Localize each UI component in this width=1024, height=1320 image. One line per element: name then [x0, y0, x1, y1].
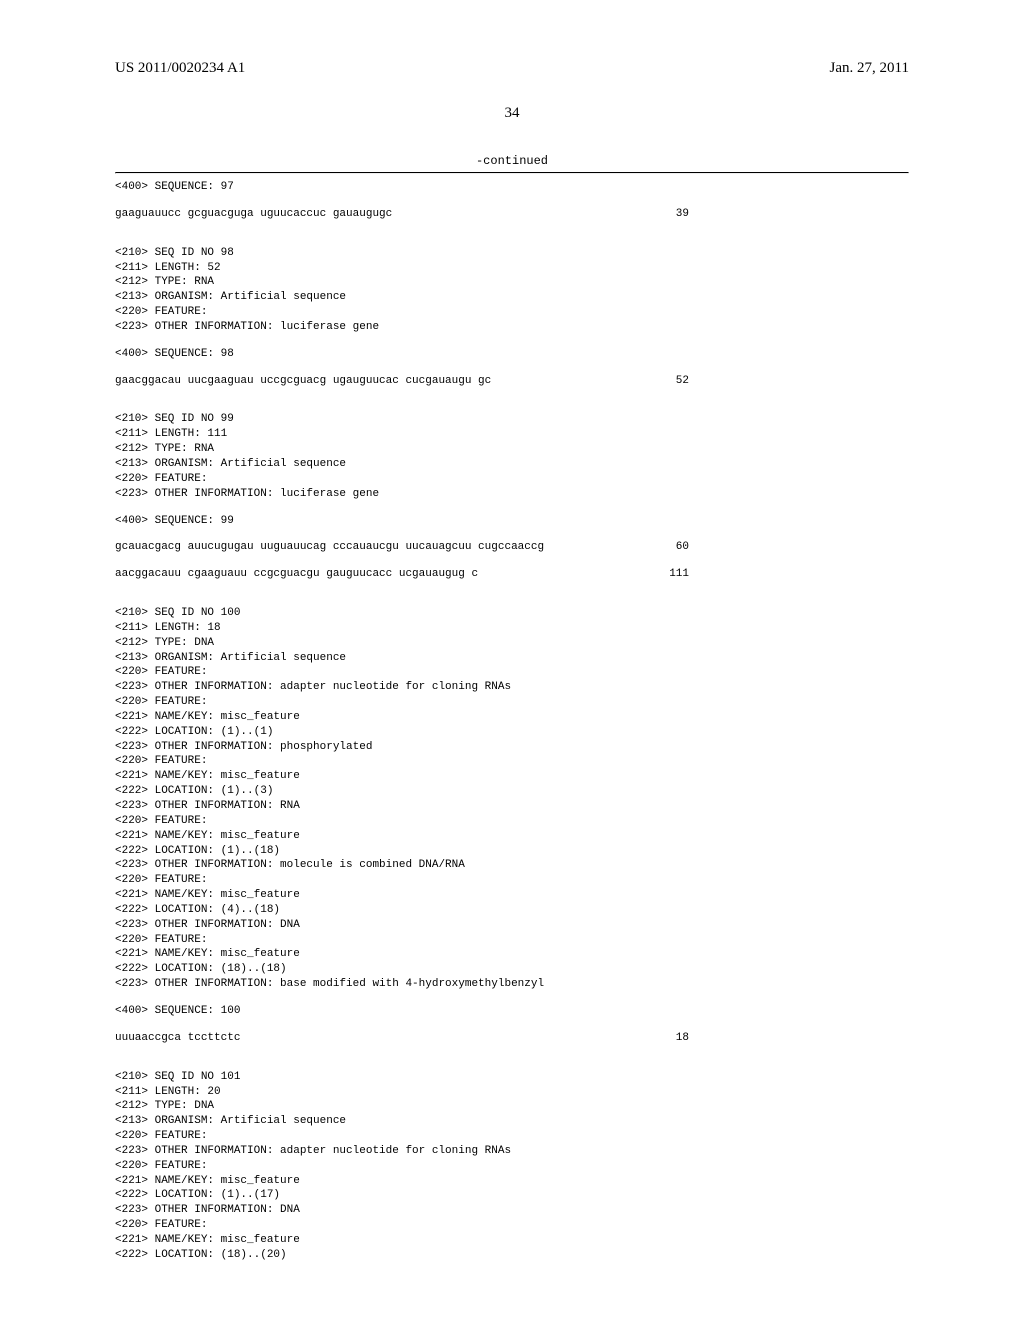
- listing-line: <223> OTHER INFORMATION: molecule is com…: [115, 858, 909, 873]
- listing-line: <223> OTHER INFORMATION: DNA: [115, 1203, 909, 1218]
- listing-line: <211> LENGTH: 20: [115, 1085, 909, 1100]
- listing-line: <210> SEQ ID NO 98: [115, 246, 909, 261]
- listing-line: <221> NAME/KEY: misc_feature: [115, 710, 909, 725]
- sequence-length: 52: [676, 374, 909, 389]
- listing-line: <213> ORGANISM: Artificial sequence: [115, 290, 909, 305]
- sequence-text: gcauacgacg auucugugau uuguauucag cccauau…: [115, 540, 544, 555]
- listing-line: <210> SEQ ID NO 101: [115, 1070, 909, 1085]
- listing-line: <221> NAME/KEY: misc_feature: [115, 947, 909, 962]
- listing-line: <223> OTHER INFORMATION: phosphorylated: [115, 740, 909, 755]
- continued-label: -continued: [115, 154, 909, 168]
- listing-line: <220> FEATURE:: [115, 814, 909, 829]
- listing-line: <213> ORGANISM: Artificial sequence: [115, 651, 909, 666]
- sequence-row: uuuaaccgca tccttctc 18: [115, 1031, 909, 1046]
- blank-line: [115, 502, 909, 514]
- listing-line: <220> FEATURE:: [115, 754, 909, 769]
- sequence-row: gaacggacau uucgaaguau uccgcguacg ugauguu…: [115, 374, 909, 389]
- listing-line: <221> NAME/KEY: misc_feature: [115, 1233, 909, 1248]
- sequence-length: 60: [676, 540, 909, 555]
- listing-line: <222> LOCATION: (1)..(18): [115, 844, 909, 859]
- top-rule: [115, 172, 909, 174]
- listing-line: <222> LOCATION: (1)..(1): [115, 725, 909, 740]
- listing-line: <400> SEQUENCE: 97: [115, 180, 909, 195]
- sequence-text: gaaguauucc gcguacguga uguucaccuc gauaugu…: [115, 207, 392, 222]
- listing-line: <211> LENGTH: 111: [115, 427, 909, 442]
- listing-line: <223> OTHER INFORMATION: adapter nucleot…: [115, 680, 909, 695]
- listing-line: <222> LOCATION: (1)..(17): [115, 1188, 909, 1203]
- listing-line: <212> TYPE: RNA: [115, 442, 909, 457]
- listing-line: <212> TYPE: DNA: [115, 1099, 909, 1114]
- listing-line: <400> SEQUENCE: 100: [115, 1004, 909, 1019]
- listing-line: <221> NAME/KEY: misc_feature: [115, 769, 909, 784]
- blank-line: [115, 1019, 909, 1031]
- publication-date: Jan. 27, 2011: [830, 60, 909, 77]
- blank-line: [115, 195, 909, 207]
- page-number: 34: [115, 105, 909, 122]
- listing-line: <220> FEATURE:: [115, 873, 909, 888]
- blank-line: [115, 388, 909, 400]
- blank-line: [115, 528, 909, 540]
- listing-line: <213> ORGANISM: Artificial sequence: [115, 1114, 909, 1129]
- blank-line: [115, 992, 909, 1004]
- sequence-row: aacggacauu cgaaguauu ccgcguacgu gauguuca…: [115, 567, 909, 582]
- sequence-text: gaacggacau uucgaaguau uccgcguacg ugauguu…: [115, 374, 491, 389]
- page-header: US 2011/0020234 A1 Jan. 27, 2011: [115, 60, 909, 77]
- listing-line: <221> NAME/KEY: misc_feature: [115, 1174, 909, 1189]
- sequence-text: uuuaaccgca tccttctc: [115, 1031, 240, 1046]
- blank-line: [115, 222, 909, 234]
- listing-line: <220> FEATURE:: [115, 933, 909, 948]
- listing-line: <400> SEQUENCE: 99: [115, 514, 909, 529]
- sequence-row: gaaguauucc gcguacguga uguucaccuc gauaugu…: [115, 207, 909, 222]
- listing-line: <220> FEATURE:: [115, 665, 909, 680]
- listing-line: <220> FEATURE:: [115, 305, 909, 320]
- listing-line: <211> LENGTH: 52: [115, 261, 909, 276]
- blank-line: [115, 400, 909, 412]
- sequence-length: 111: [669, 567, 909, 582]
- listing-line: <221> NAME/KEY: misc_feature: [115, 829, 909, 844]
- sequence-length: 39: [676, 207, 909, 222]
- sequence-text: aacggacauu cgaaguauu ccgcguacgu gauguuca…: [115, 567, 478, 582]
- listing-line: <400> SEQUENCE: 98: [115, 347, 909, 362]
- sequence-listing: <400> SEQUENCE: 97 gaaguauucc gcguacguga …: [115, 180, 909, 1263]
- listing-line: <223> OTHER INFORMATION: base modified w…: [115, 977, 909, 992]
- listing-line: <210> SEQ ID NO 99: [115, 412, 909, 427]
- blank-line: [115, 1058, 909, 1070]
- listing-line: <223> OTHER INFORMATION: luciferase gene: [115, 320, 909, 335]
- listing-line: <222> LOCATION: (18)..(18): [115, 962, 909, 977]
- listing-line: <210> SEQ ID NO 100: [115, 606, 909, 621]
- listing-line: <212> TYPE: RNA: [115, 275, 909, 290]
- blank-line: [115, 1046, 909, 1058]
- blank-line: [115, 335, 909, 347]
- sequence-row: gcauacgacg auucugugau uuguauucag cccauau…: [115, 540, 909, 555]
- blank-line: [115, 555, 909, 567]
- blank-line: [115, 362, 909, 374]
- listing-line: <211> LENGTH: 18: [115, 621, 909, 636]
- listing-line: <220> FEATURE:: [115, 1218, 909, 1233]
- listing-line: <223> OTHER INFORMATION: adapter nucleot…: [115, 1144, 909, 1159]
- blank-line: [115, 594, 909, 606]
- listing-line: <221> NAME/KEY: misc_feature: [115, 888, 909, 903]
- listing-line: <222> LOCATION: (18)..(20): [115, 1248, 909, 1263]
- listing-line: <220> FEATURE:: [115, 1129, 909, 1144]
- listing-line: <212> TYPE: DNA: [115, 636, 909, 651]
- listing-line: <223> OTHER INFORMATION: luciferase gene: [115, 487, 909, 502]
- blank-line: [115, 234, 909, 246]
- listing-line: <222> LOCATION: (4)..(18): [115, 903, 909, 918]
- listing-line: <223> OTHER INFORMATION: DNA: [115, 918, 909, 933]
- listing-line: <220> FEATURE:: [115, 472, 909, 487]
- listing-line: <222> LOCATION: (1)..(3): [115, 784, 909, 799]
- listing-line: <213> ORGANISM: Artificial sequence: [115, 457, 909, 472]
- listing-line: <220> FEATURE:: [115, 1159, 909, 1174]
- sequence-length: 18: [676, 1031, 909, 1046]
- listing-line: <223> OTHER INFORMATION: RNA: [115, 799, 909, 814]
- listing-line: <220> FEATURE:: [115, 695, 909, 710]
- publication-number: US 2011/0020234 A1: [115, 60, 245, 77]
- blank-line: [115, 582, 909, 594]
- patent-page: US 2011/0020234 A1 Jan. 27, 2011 34 -con…: [0, 0, 1024, 1320]
